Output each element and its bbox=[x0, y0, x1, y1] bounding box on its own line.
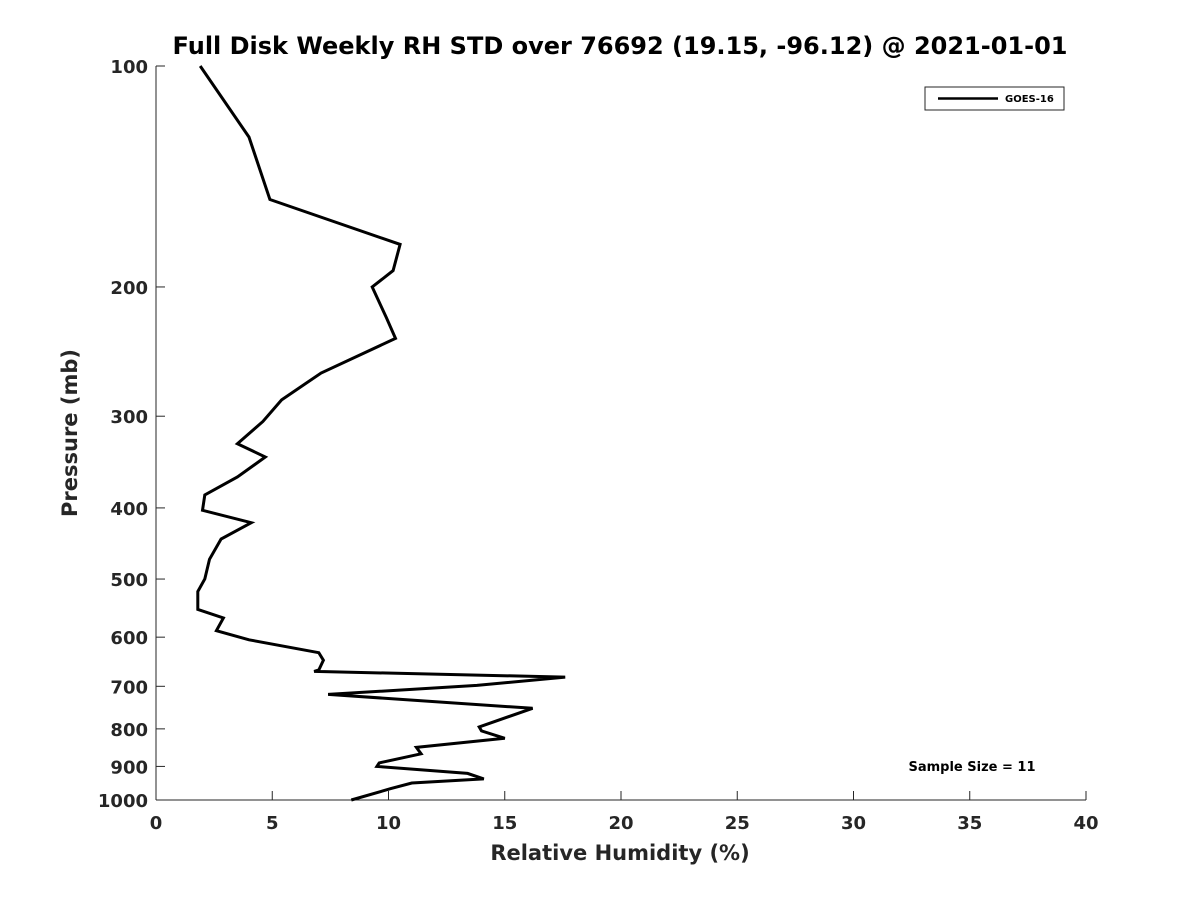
sample-size-annotation: Sample Size = 11 bbox=[908, 760, 1035, 775]
series-line-goes-16 bbox=[196, 65, 566, 802]
y-tick-label-4: 500 bbox=[110, 570, 148, 591]
x-tick-label-5: 25 bbox=[725, 813, 750, 834]
x-tick-label-2: 10 bbox=[376, 813, 401, 834]
x-axis-label: Relative Humidity (%) bbox=[490, 841, 749, 865]
y-tick-label-0: 100 bbox=[110, 57, 148, 78]
legend-label-goes-16: GOES-16 bbox=[1005, 94, 1054, 105]
x-tick-label-8: 40 bbox=[1073, 813, 1098, 834]
y-tick-label-1: 200 bbox=[110, 278, 148, 299]
y-tick-label-8: 900 bbox=[110, 757, 148, 778]
y-tick-label-6: 700 bbox=[110, 677, 148, 698]
x-tick-label-0: 0 bbox=[150, 813, 163, 834]
y-tick-label-9: 1000 bbox=[98, 791, 148, 812]
y-tick-label-5: 600 bbox=[110, 628, 148, 649]
y-axis-label: Pressure (mb) bbox=[58, 349, 82, 517]
x-tick-label-1: 5 bbox=[266, 813, 279, 834]
x-tick-label-4: 20 bbox=[608, 813, 633, 834]
legend: GOES-16 bbox=[924, 86, 1065, 111]
x-tick-label-6: 30 bbox=[841, 813, 866, 834]
x-tick-label-3: 15 bbox=[492, 813, 517, 834]
y-tick-label-2: 300 bbox=[110, 407, 148, 428]
plot-area: 0 5 10 15 20 25 30 35 40 100 200 300 400 500 600 700 800… bbox=[98, 57, 1099, 834]
x-tick-label-7: 35 bbox=[957, 813, 982, 834]
y-tick-label-7: 800 bbox=[110, 720, 148, 741]
chart-title: Full Disk Weekly RH STD over 76692 (19.1… bbox=[173, 32, 1068, 60]
y-tick-label-3: 400 bbox=[110, 499, 148, 520]
